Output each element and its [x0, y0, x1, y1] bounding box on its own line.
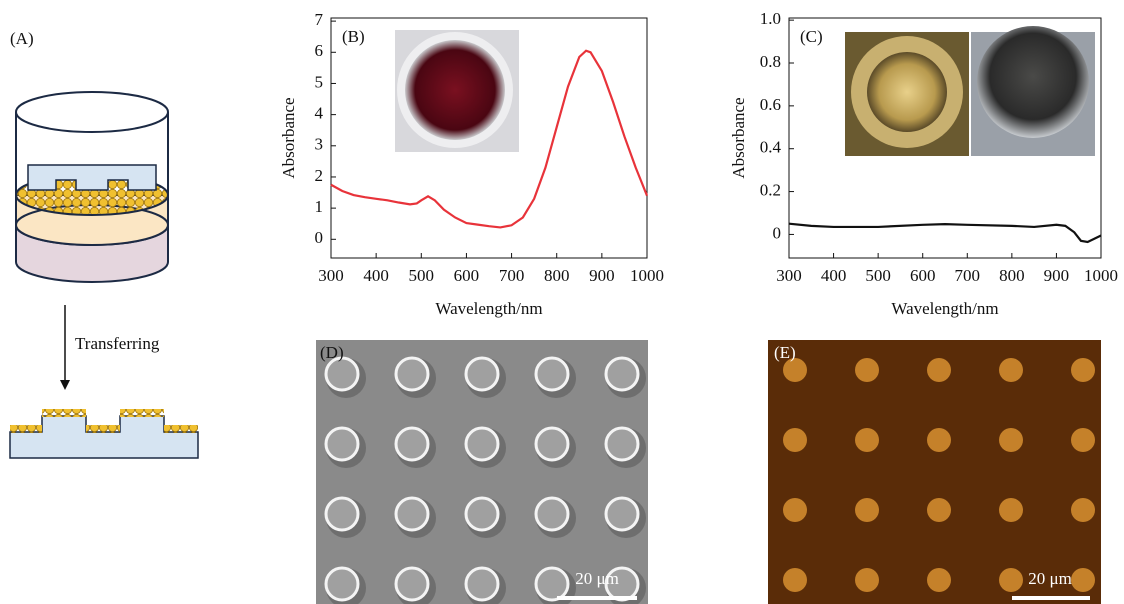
pillar	[855, 428, 879, 452]
pillar	[396, 498, 428, 530]
pillar	[783, 498, 807, 522]
pillar	[536, 358, 568, 390]
y-tick-label: 0	[773, 223, 782, 242]
pillar	[326, 568, 358, 600]
y-tick-label: 5	[315, 72, 324, 91]
x-tick-label: 300	[776, 266, 802, 285]
data-line	[789, 224, 1101, 242]
cylinder-diagram	[16, 92, 168, 282]
y-tick-label: 6	[315, 41, 324, 60]
y-tick-label: 1.0	[760, 9, 781, 28]
pillar	[855, 568, 879, 592]
pillar	[999, 428, 1023, 452]
y-tick-label: 0.2	[760, 180, 781, 199]
x-tick-label: 600	[910, 266, 936, 285]
panel-label: (C)	[800, 27, 823, 46]
x-tick-label: 700	[499, 266, 525, 285]
pillar	[466, 568, 498, 600]
x-tick-label: 400	[363, 266, 389, 285]
pillar	[396, 358, 428, 390]
pillar	[606, 498, 638, 530]
x-tick-label: 700	[955, 266, 981, 285]
panel-label: (A)	[10, 29, 34, 48]
pillar	[606, 428, 638, 460]
inset-photo	[845, 26, 1095, 156]
x-tick-label: 1000	[630, 266, 664, 285]
pillar	[396, 428, 428, 460]
x-tick-label: 400	[821, 266, 847, 285]
arrow	[60, 305, 70, 390]
pillar	[396, 568, 428, 600]
y-tick-label: 0.4	[760, 138, 782, 157]
pillar	[1071, 428, 1095, 452]
pillar	[999, 568, 1023, 592]
pillar	[855, 498, 879, 522]
pillar	[536, 428, 568, 460]
x-axis-label: Wavelength/nm	[891, 299, 998, 318]
pillar	[999, 498, 1023, 522]
y-tick-label: 0.6	[760, 95, 781, 114]
panel-label: (E)	[774, 343, 796, 362]
substrate	[10, 409, 198, 458]
x-tick-label: 300	[318, 266, 344, 285]
panel-label: (D)	[320, 343, 344, 362]
pillar	[466, 428, 498, 460]
pillar	[1071, 498, 1095, 522]
y-tick-label: 3	[315, 135, 324, 154]
x-tick-label: 800	[544, 266, 570, 285]
inset-photo	[395, 30, 519, 152]
x-axis-label: Wavelength/nm	[435, 299, 542, 318]
scale-bar-label: 20 μm	[1028, 569, 1072, 588]
pillar	[783, 568, 807, 592]
pillar	[927, 568, 951, 592]
y-tick-label: 7	[315, 10, 324, 29]
x-tick-label: 1000	[1084, 266, 1118, 285]
x-tick-label: 500	[865, 266, 891, 285]
pillar	[783, 428, 807, 452]
scale-bar-label: 20 μm	[575, 569, 619, 588]
pillar	[927, 428, 951, 452]
y-axis-label: Absorbance	[279, 97, 298, 178]
pillar	[1071, 568, 1095, 592]
pillar	[927, 498, 951, 522]
pillar	[536, 568, 568, 600]
pillar	[326, 428, 358, 460]
y-tick-label: 2	[315, 166, 324, 185]
x-tick-label: 500	[409, 266, 435, 285]
y-tick-label: 0.8	[760, 52, 781, 71]
y-tick-label: 4	[315, 104, 324, 123]
pillar	[466, 498, 498, 530]
x-tick-label: 600	[454, 266, 480, 285]
arrow-label: Transferring	[75, 334, 160, 353]
pillar	[326, 358, 358, 390]
x-tick-label: 900	[589, 266, 615, 285]
pillar	[927, 358, 951, 382]
pillar	[999, 358, 1023, 382]
panel-label: (B)	[342, 27, 365, 46]
y-axis-label: Absorbance	[729, 97, 748, 178]
x-tick-label: 800	[999, 266, 1025, 285]
pillar	[855, 358, 879, 382]
x-tick-label: 900	[1044, 266, 1070, 285]
figure: (A) Transferring (B) (C) (D	[0, 0, 1124, 604]
y-tick-label: 1	[315, 197, 324, 216]
pillar	[536, 498, 568, 530]
pillar	[1071, 358, 1095, 382]
pillar	[326, 498, 358, 530]
pillar	[606, 358, 638, 390]
pillar	[466, 358, 498, 390]
y-tick-label: 0	[315, 228, 324, 247]
